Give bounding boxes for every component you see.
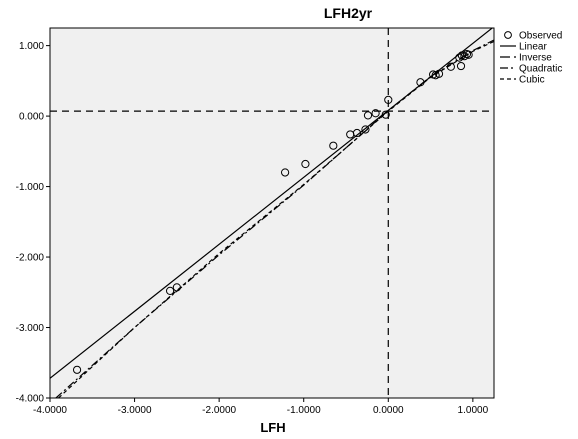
x-axis-label: LFH [260, 420, 285, 435]
observed-point [363, 111, 373, 120]
legend-symbol-observed [504, 31, 512, 39]
x-tick-label: -1.0000 [287, 405, 321, 416]
observed-point [301, 159, 310, 169]
legend-label-observed: Observed [519, 31, 562, 42]
observed-point [434, 69, 444, 78]
y-tick-label: -3.000 [16, 323, 45, 334]
observed-point [329, 141, 338, 150]
observed-point [371, 109, 380, 118]
observed-point [460, 52, 469, 61]
observed-point [456, 61, 466, 71]
observed-point [464, 50, 473, 59]
y-tick-label: -2.000 [16, 253, 45, 264]
x-tick-label: -4.0000 [33, 405, 67, 416]
y-tick-label: -4.000 [16, 394, 45, 405]
x-tick-label: 1.0000 [458, 405, 489, 416]
y-tick-label: 1.000 [19, 41, 44, 52]
x-tick-label: -2.0000 [202, 405, 236, 416]
observed-point [165, 286, 175, 295]
observed-point [416, 78, 425, 87]
observed-point [384, 95, 393, 104]
y-tick-label: -1.000 [16, 182, 45, 193]
legend-label-quadratic: Quadratic [519, 64, 562, 75]
observed-point [361, 125, 370, 134]
x-tick-label: -3.0000 [118, 405, 152, 416]
observed-point [172, 283, 181, 292]
y-tick-label: 0.000 [19, 112, 44, 123]
legend-label-linear: Linear [519, 42, 547, 53]
observed-point [72, 365, 82, 374]
observed-point [455, 53, 464, 62]
observed-point [281, 168, 290, 177]
chart-title: LFH2yr [324, 5, 373, 21]
x-tick-label: 0.0000 [373, 405, 404, 416]
observed-point [352, 128, 362, 138]
legend-label-inverse: Inverse [519, 53, 552, 64]
observed-point [446, 62, 455, 71]
observed-point [381, 110, 390, 119]
plot-area [49, 27, 495, 399]
legend-label-cubic: Cubic [519, 75, 545, 86]
